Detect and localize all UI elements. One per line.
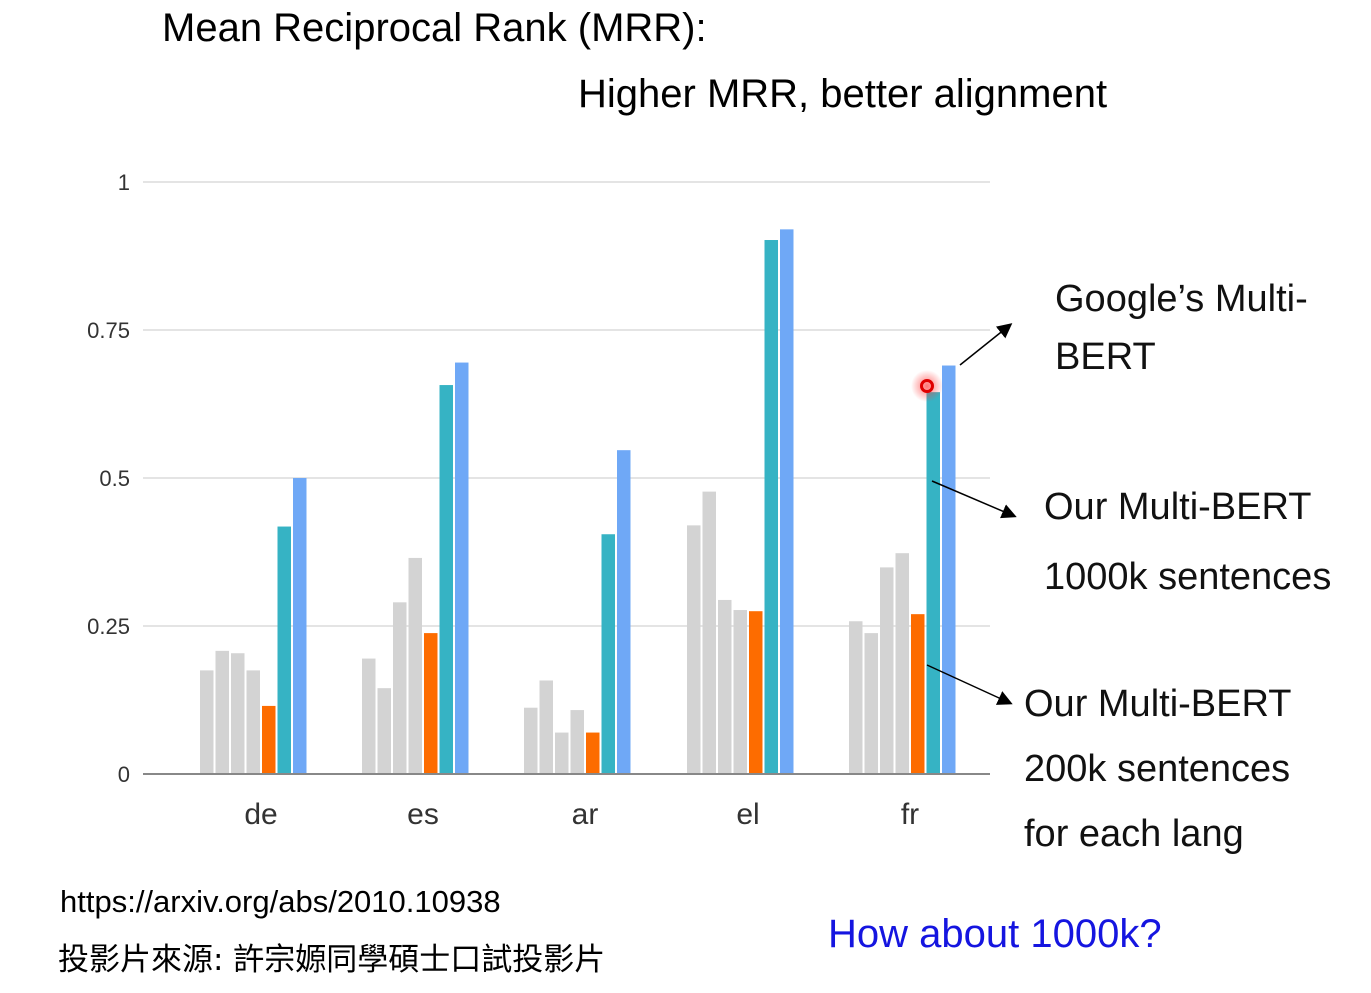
cursor-glow	[911, 370, 943, 402]
y-tick-label: 1	[118, 170, 130, 195]
annotation-line: 1000k sentences	[1044, 556, 1332, 598]
bar-baseline	[362, 658, 376, 774]
bar-ours-200k	[424, 633, 438, 774]
annotation-ours-200k: Our Multi-BERT 200k sentences for each l…	[1024, 672, 1291, 867]
arrow-google	[959, 323, 1013, 366]
bar-baseline	[215, 650, 229, 774]
cursor-dot	[920, 379, 934, 393]
bar-baseline	[555, 732, 569, 774]
bar-baseline	[895, 553, 909, 774]
arrow-ours-200k	[926, 664, 1013, 705]
arrow-ours-1000k	[931, 480, 1017, 519]
y-tick-label: 0.25	[87, 614, 130, 639]
bar-baseline	[570, 710, 584, 774]
bar-google-multibert	[293, 478, 307, 774]
annotation-line: Our Multi-BERT	[1024, 683, 1292, 725]
bar-baseline	[687, 525, 701, 774]
y-tick-label: 0.5	[99, 466, 130, 491]
bar-baseline	[200, 670, 214, 774]
page-title: Mean Reciprocal Rank (MRR):	[162, 6, 707, 50]
bar-baseline	[539, 680, 553, 774]
annotation-line: Our Multi-BERT	[1044, 486, 1312, 528]
bar-baseline	[880, 567, 894, 774]
bar-baseline	[733, 610, 747, 774]
bar-ours-1000k	[601, 534, 615, 774]
page-subtitle: Higher MRR, better alignment	[578, 72, 1108, 116]
bar-baseline	[524, 707, 538, 774]
annotation-google-multibert: Google’s Multi- BERT	[1055, 270, 1308, 386]
annotation-line: BERT	[1055, 336, 1156, 378]
annotation-ours-1000k: Our Multi-BERT 1000k sentences	[1044, 472, 1331, 612]
source-note: 投影片來源: 許宗嫄同學碩士口試投影片	[58, 942, 606, 978]
bar-baseline	[246, 670, 260, 774]
question-text: How about 1000k?	[828, 912, 1162, 956]
bar-ours-200k	[749, 611, 763, 774]
bar-ours-200k	[262, 705, 276, 774]
bar-ours-1000k	[764, 240, 778, 775]
bar-google-multibert	[455, 362, 469, 774]
bar-baseline	[393, 602, 407, 774]
source-url: https://arxiv.org/abs/2010.10938	[60, 884, 501, 919]
bar-ours-1000k	[439, 385, 453, 774]
x-tick-label: de	[244, 798, 277, 831]
annotation-line: Google’s Multi-	[1055, 278, 1308, 320]
y-tick-label: 0.75	[87, 318, 130, 343]
bar-ours-200k	[586, 732, 600, 774]
bar-baseline	[864, 633, 878, 774]
bar-ours-1000k	[277, 526, 291, 774]
bar-baseline	[849, 621, 863, 774]
x-tick-label: ar	[572, 798, 599, 831]
bar-baseline	[231, 653, 245, 774]
bar-google-multibert	[617, 450, 631, 774]
bar-baseline	[408, 557, 422, 774]
bar-baseline	[718, 599, 732, 774]
bar-google-multibert	[942, 365, 956, 774]
annotation-line: 200k sentences	[1024, 748, 1291, 790]
annotation-line: for each lang	[1024, 813, 1244, 855]
bar-baseline	[377, 688, 391, 774]
y-tick-label: 0	[118, 762, 130, 787]
bar-ours-200k	[911, 614, 925, 774]
bar-baseline	[702, 491, 716, 774]
x-tick-label: el	[736, 798, 759, 831]
x-tick-label: fr	[901, 798, 919, 831]
bar-ours-1000k	[926, 392, 940, 774]
bar-google-multibert	[780, 229, 794, 775]
x-tick-label: es	[407, 798, 439, 831]
